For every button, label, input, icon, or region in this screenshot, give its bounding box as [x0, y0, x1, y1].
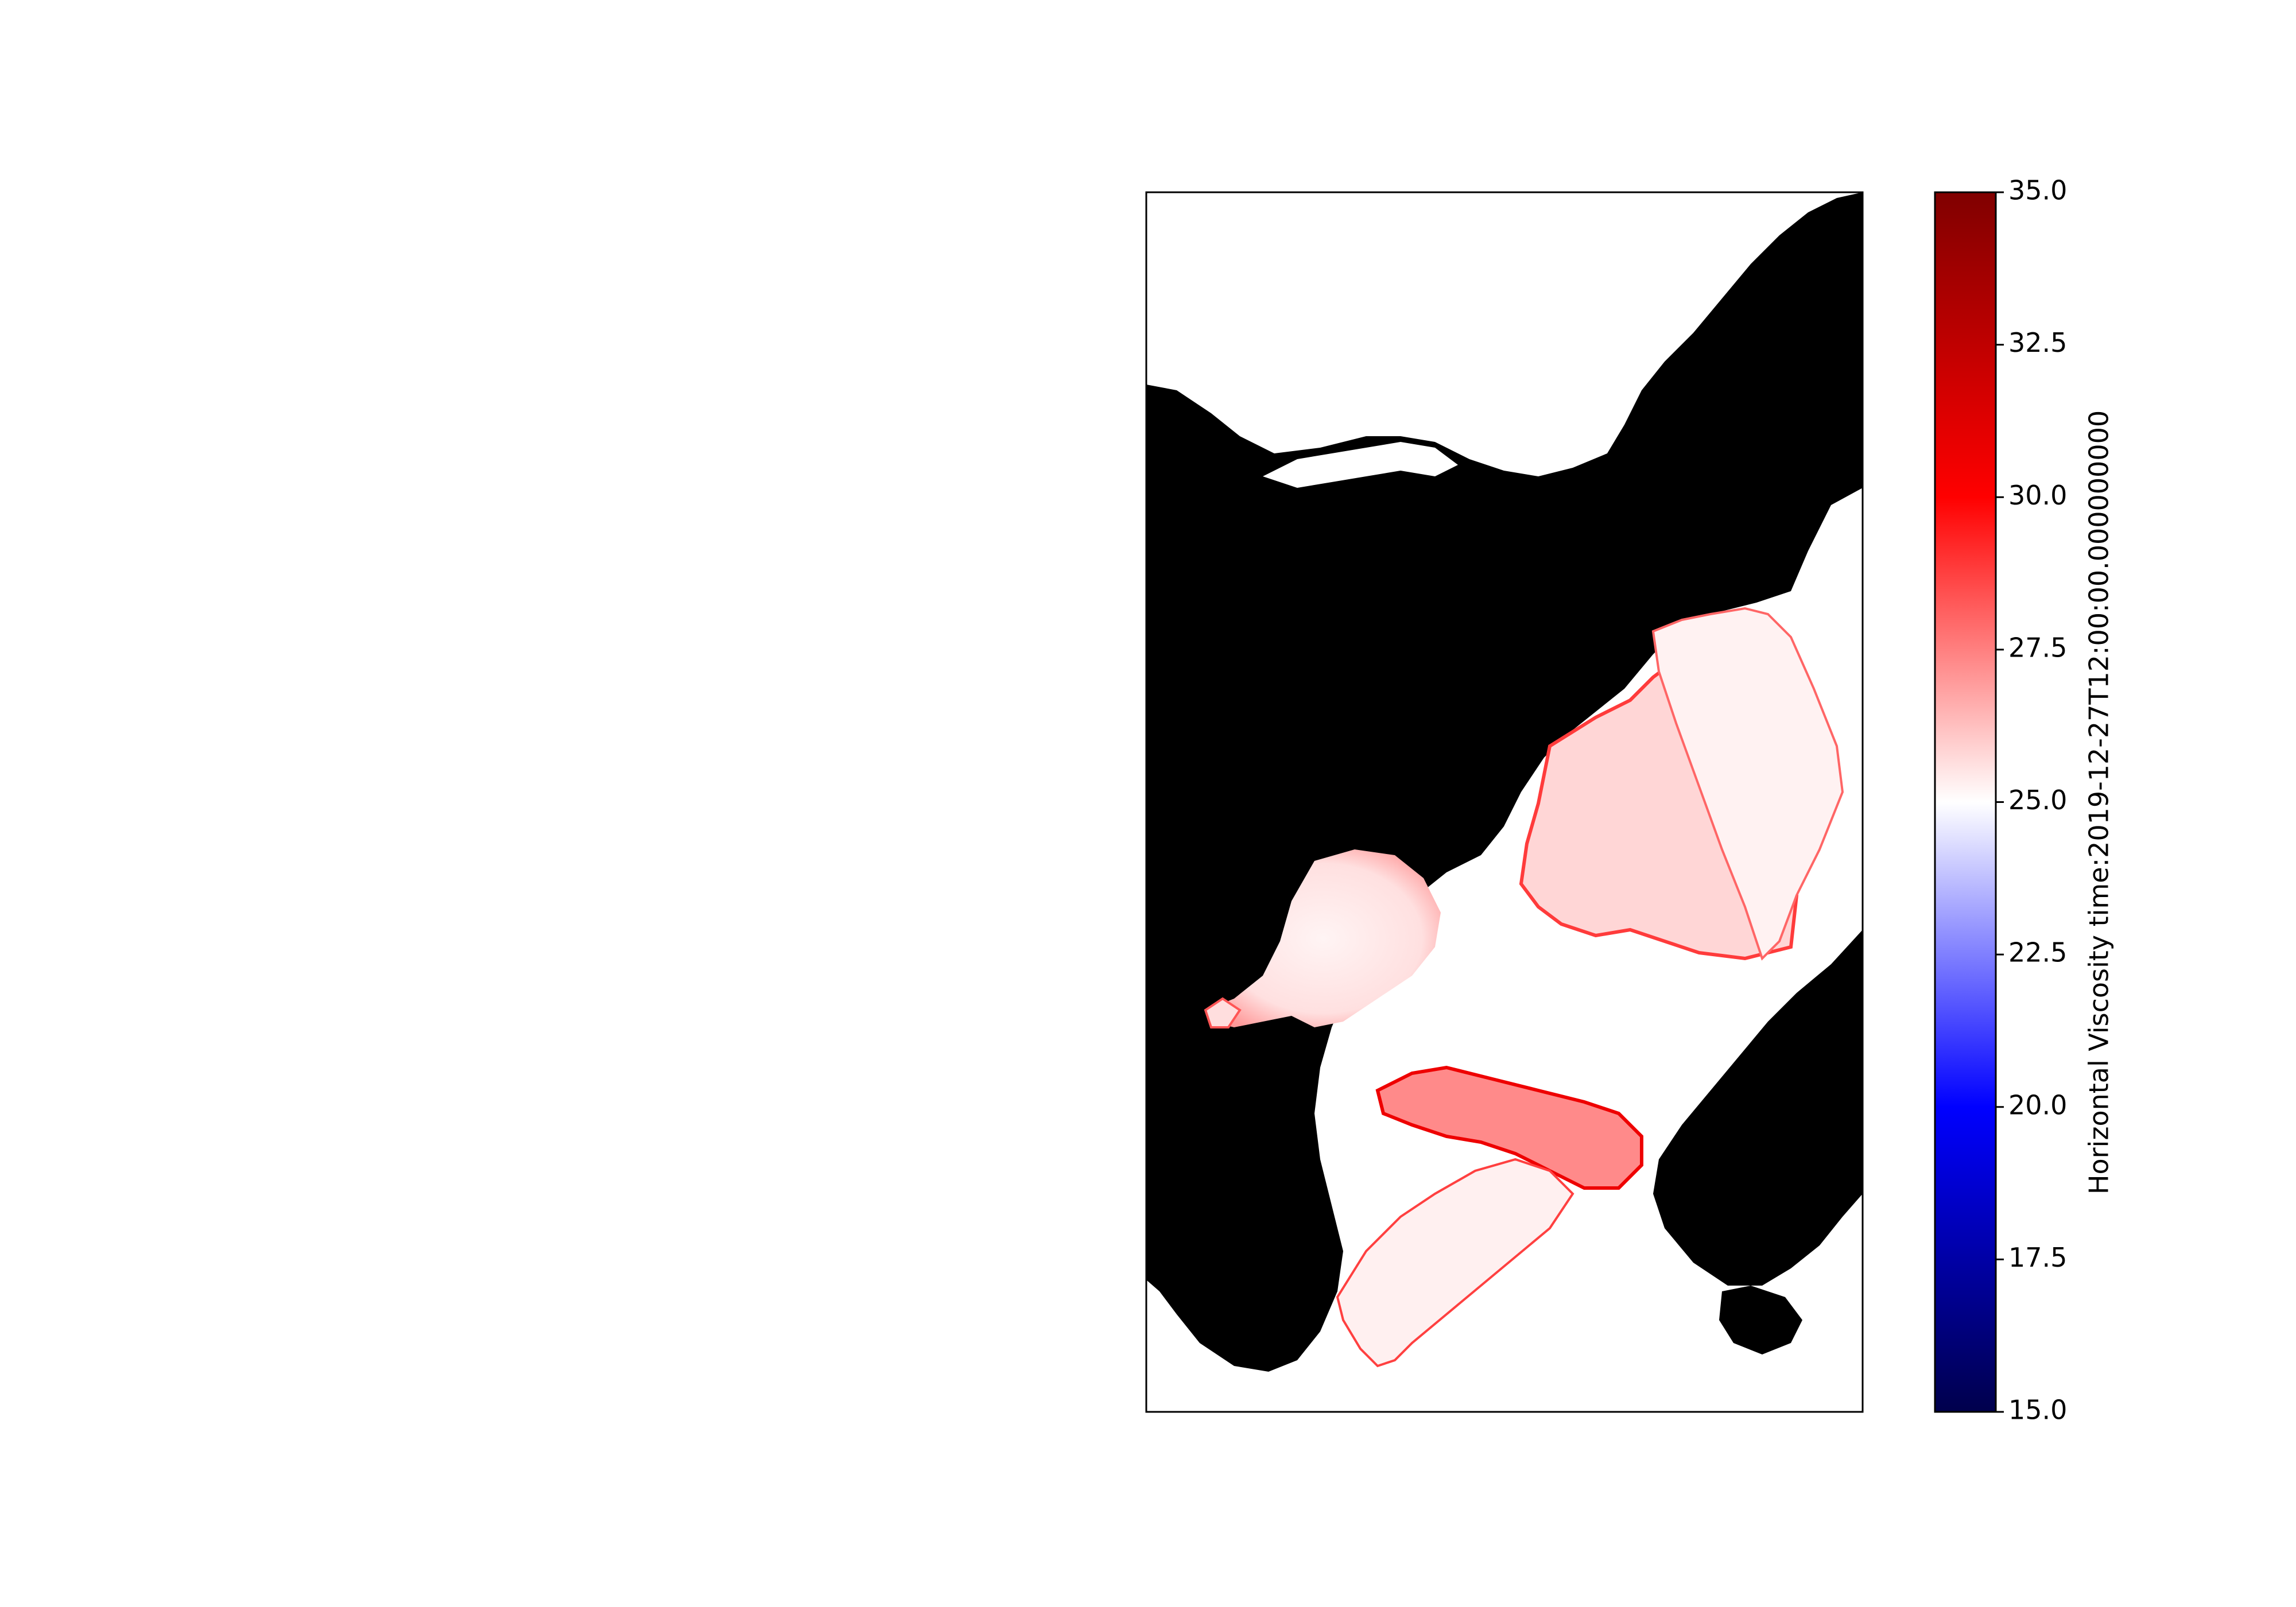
colorbar-tick-label: 15.0 [2008, 1395, 2067, 1426]
colorbar-tick-label: 27.5 [2008, 632, 2067, 663]
landmass [1146, 192, 1863, 1372]
colorbar-tick-label: 32.5 [2008, 327, 2067, 358]
colorbar-label: Horizontal Viscosity time:2019-12-27T12:… [2084, 410, 2115, 1194]
colorbar-tick-label: 30.0 [2008, 480, 2067, 511]
colorbar-tick-label: 35.0 [2008, 175, 2067, 206]
eastern-landmass [1653, 930, 1863, 1286]
baffin-bay-water [1651, 607, 1844, 961]
hudson-bay-water [1205, 849, 1441, 1027]
colorbar: 15.0 17.5 20.0 22.5 25.0 27.5 30.0 32.5 35.0 Hor… [1934, 175, 2115, 1426]
colorbar-gradient [1934, 191, 1997, 1413]
map-frame [1145, 191, 1864, 1413]
strait-water [1375, 1065, 1643, 1190]
colorbar-tick-label: 20.0 [2008, 1089, 2067, 1120]
northern-coast [1263, 442, 1458, 488]
map-panel [1146, 192, 1863, 1412]
colorbar-tick-label: 17.5 [2008, 1242, 2067, 1273]
colorbar-tick-label: 22.5 [2008, 937, 2067, 968]
labrador-water [1336, 1158, 1574, 1368]
colorbar-ticks: 15.0 17.5 20.0 22.5 25.0 27.5 30.0 32.5 35.0 [1996, 175, 2067, 1426]
island [1719, 1286, 1802, 1354]
colorbar-tick-label: 25.0 [2008, 785, 2067, 816]
western-water [1204, 997, 1242, 1028]
